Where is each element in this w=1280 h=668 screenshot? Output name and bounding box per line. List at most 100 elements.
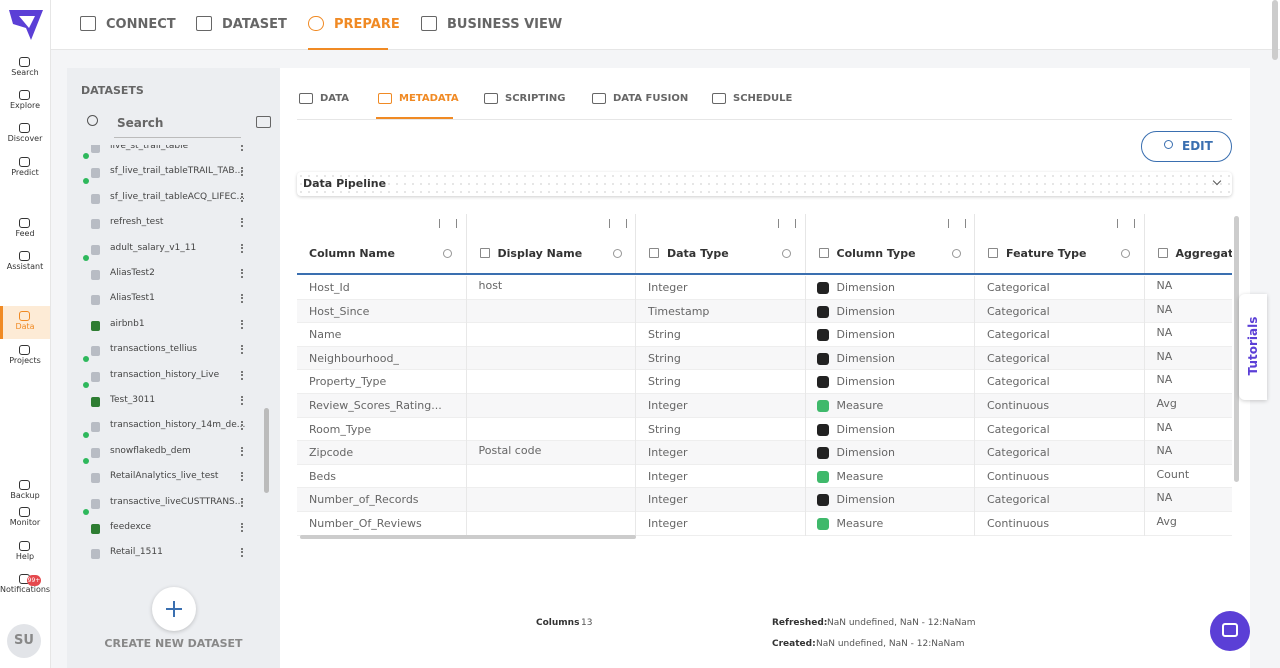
cell-sep — [466, 323, 467, 347]
search-input[interactable]: Search — [114, 116, 241, 138]
sub-tab[interactable]: DATA — [320, 93, 349, 104]
header-icon — [649, 248, 659, 258]
dataset-item[interactable]: RetailAnalytics_live_test — [110, 471, 250, 481]
nav-label[interactable]: Monitor — [0, 518, 50, 527]
dataset-menu[interactable] — [241, 447, 244, 456]
dataset-item[interactable]: feedexce — [110, 522, 250, 532]
table-cell: Continuous — [987, 399, 1049, 412]
sort-arrows[interactable] — [948, 219, 966, 228]
dataset-menu[interactable] — [241, 294, 244, 303]
dataset-menu[interactable] — [241, 345, 244, 354]
top-tab[interactable]: CONNECT — [106, 17, 176, 32]
avatar[interactable]: SU — [7, 624, 41, 658]
sub-tab[interactable]: METADATA — [399, 93, 459, 104]
nav-label[interactable]: Discover — [0, 134, 50, 143]
dataset-menu[interactable] — [241, 320, 244, 329]
cell-sep — [635, 394, 636, 418]
dataset-item[interactable]: transaction_history_14m_de... — [110, 420, 250, 430]
tutorials-tab[interactable]: Tutorials — [1239, 294, 1267, 400]
nav-label[interactable]: Backup — [0, 491, 50, 500]
nav-label[interactable]: Projects — [0, 356, 50, 365]
edit-button[interactable]: EDIT — [1141, 131, 1232, 162]
dataset-item[interactable]: Retail_1511 — [110, 547, 250, 557]
datasets-title: DATASETS — [81, 84, 144, 97]
chat-button[interactable] — [1210, 611, 1250, 651]
dataset-item[interactable]: adult_salary_v1_11 — [110, 243, 250, 253]
cell-sep — [1144, 465, 1145, 489]
sub-tab-icon — [378, 93, 392, 104]
sort-arrows[interactable] — [778, 219, 796, 228]
nav-label[interactable]: Explore — [0, 101, 50, 110]
live-dot — [83, 356, 89, 362]
sub-tab[interactable]: SCRIPTING — [505, 93, 565, 104]
table-row — [297, 512, 1232, 536]
dataset-item[interactable]: transactive_liveCUSTTRANS... — [110, 497, 250, 507]
dataset-menu[interactable] — [241, 396, 244, 405]
dataset-icon — [91, 422, 100, 432]
table-cell: NA — [1157, 373, 1173, 386]
header-icon — [819, 248, 829, 258]
dataset-menu[interactable] — [241, 244, 244, 253]
nav-label[interactable]: Assistant — [0, 262, 50, 271]
table-cell: Categorical — [987, 375, 1050, 388]
nav-icon — [19, 480, 30, 490]
top-tab[interactable]: BUSINESS VIEW — [447, 17, 562, 32]
nav-label[interactable]: Help — [0, 552, 50, 561]
table-cell: Integer — [648, 281, 688, 294]
table-cell: Integer — [648, 399, 688, 412]
dataset-icon — [91, 448, 100, 458]
dataset-item[interactable]: transaction_history_Live — [110, 370, 250, 380]
dataset-menu[interactable] — [241, 421, 244, 430]
table-cell: Integer — [648, 493, 688, 506]
dataset-item[interactable]: refresh_test — [110, 217, 250, 227]
dataset-menu[interactable] — [241, 498, 244, 507]
top-tab[interactable]: PREPARE — [334, 17, 400, 32]
cell-sep — [466, 465, 467, 489]
dataset-icon — [91, 219, 100, 229]
nav-label[interactable]: Data — [0, 322, 50, 331]
table-cell: Measure — [837, 517, 884, 530]
header-sep — [466, 214, 467, 274]
folder-icon[interactable] — [256, 116, 271, 128]
nav-icon — [19, 157, 30, 167]
sort-arrows[interactable] — [439, 219, 457, 228]
dataset-item[interactable]: airbnb1 — [110, 319, 250, 329]
table-cell: Dimension — [837, 305, 895, 318]
nav-label[interactable]: Search — [0, 68, 50, 77]
table-cell: Categorical — [987, 493, 1050, 506]
nav-label[interactable]: Feed — [0, 229, 50, 238]
dataset-menu[interactable] — [241, 371, 244, 380]
create-label[interactable]: CREATE NEW DATASET — [67, 637, 280, 650]
dataset-item[interactable]: snowflakedb_dem — [110, 446, 250, 456]
dataset-menu[interactable] — [241, 472, 244, 481]
sub-tab[interactable]: DATA FUSION — [613, 93, 688, 104]
table-cell: Neighbourhood_ — [309, 352, 399, 365]
table-row — [297, 300, 1232, 324]
dataset-menu[interactable] — [241, 548, 244, 557]
nav-label[interactable]: Notifications — [0, 585, 50, 594]
sort-arrows[interactable] — [609, 219, 627, 228]
dataset-icon — [91, 397, 100, 407]
sort-arrows[interactable] — [1117, 219, 1135, 228]
dataset-item[interactable]: transactions_tellius — [110, 344, 250, 354]
dataset-item[interactable]: AliasTest1 — [110, 293, 250, 303]
nav-label[interactable]: Predict — [0, 168, 50, 177]
dataset-menu[interactable] — [241, 145, 244, 151]
dataset-menu[interactable] — [241, 218, 244, 227]
dataset-item[interactable]: sf_live_trail_tableTRAIL_TAB... — [110, 166, 250, 176]
sub-tab[interactable]: SCHEDULE — [733, 93, 792, 104]
dataset-item[interactable]: AliasTest2 — [110, 268, 250, 278]
dataset-menu[interactable] — [241, 269, 244, 278]
dataset-item[interactable]: Test_3011 — [110, 395, 250, 405]
dataset-item[interactable]: live_st_trail_table — [110, 145, 250, 151]
top-tab[interactable]: DATASET — [222, 17, 287, 32]
dataset-menu[interactable] — [241, 523, 244, 532]
cell-sep — [974, 418, 975, 442]
dataset-menu[interactable] — [241, 167, 244, 176]
nav-icon — [19, 345, 30, 355]
table-cell: Integer — [648, 470, 688, 483]
pipeline-bar[interactable]: Data Pipeline — [297, 172, 1232, 196]
logo — [7, 6, 45, 42]
dataset-menu[interactable] — [241, 193, 244, 202]
dataset-item[interactable]: sf_live_trail_tableACQ_LIFEC... — [110, 192, 250, 202]
